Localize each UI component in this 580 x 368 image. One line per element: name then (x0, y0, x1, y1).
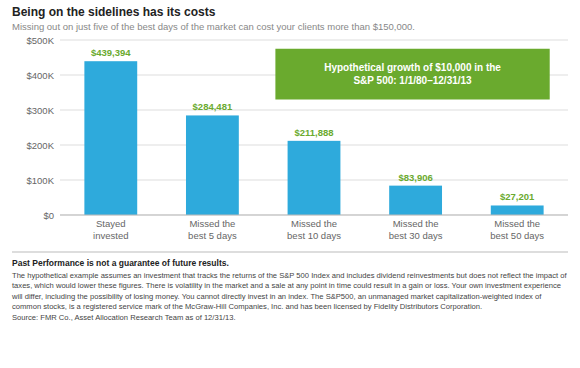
y-tick-label: $100K (27, 175, 55, 186)
x-tick-label: Missed thebest 30 days (389, 218, 443, 241)
y-tick-label: $0 (43, 210, 54, 221)
annotation: Hypothetical growth of $10,000 in the (324, 62, 501, 73)
x-axis (60, 215, 568, 216)
separator (12, 252, 568, 253)
footnote-bold: Past Performance is not a guarantee of f… (12, 258, 568, 268)
grid-line (60, 215, 568, 216)
data-label: $284,481 (193, 101, 233, 112)
data-label: $83,906 (398, 172, 432, 183)
y-tick-label: $300K (27, 105, 55, 116)
data-label: $439,394 (91, 47, 131, 58)
x-tick-label: Stayedinvested (93, 218, 128, 241)
bar (389, 186, 442, 215)
footnote-text: The hypothetical example assumes an inve… (12, 271, 568, 323)
data-label: $211,888 (294, 127, 333, 138)
annotation: S&P 500: 1/1/80–12/31/13 (353, 75, 472, 86)
bar (84, 61, 137, 215)
y-tick-label: $500K (27, 35, 55, 46)
data-label: $27,201 (500, 191, 535, 202)
title: Being on the sidelines has its costs (12, 5, 216, 19)
subtitle: Missing out on just five of the best day… (12, 21, 415, 32)
bar (288, 141, 341, 215)
y-tick-label: $400K (27, 70, 55, 81)
grid-line (60, 40, 568, 41)
x-tick-label: Missed thebest 5 days (188, 218, 237, 241)
y-tick-label: $200K (27, 140, 55, 151)
x-tick-label: Missed thebest 50 days (490, 218, 544, 241)
bar (186, 115, 239, 215)
annotation-box (275, 49, 549, 100)
x-tick-label: Missed thebest 10 days (287, 218, 341, 241)
bar (491, 205, 544, 215)
